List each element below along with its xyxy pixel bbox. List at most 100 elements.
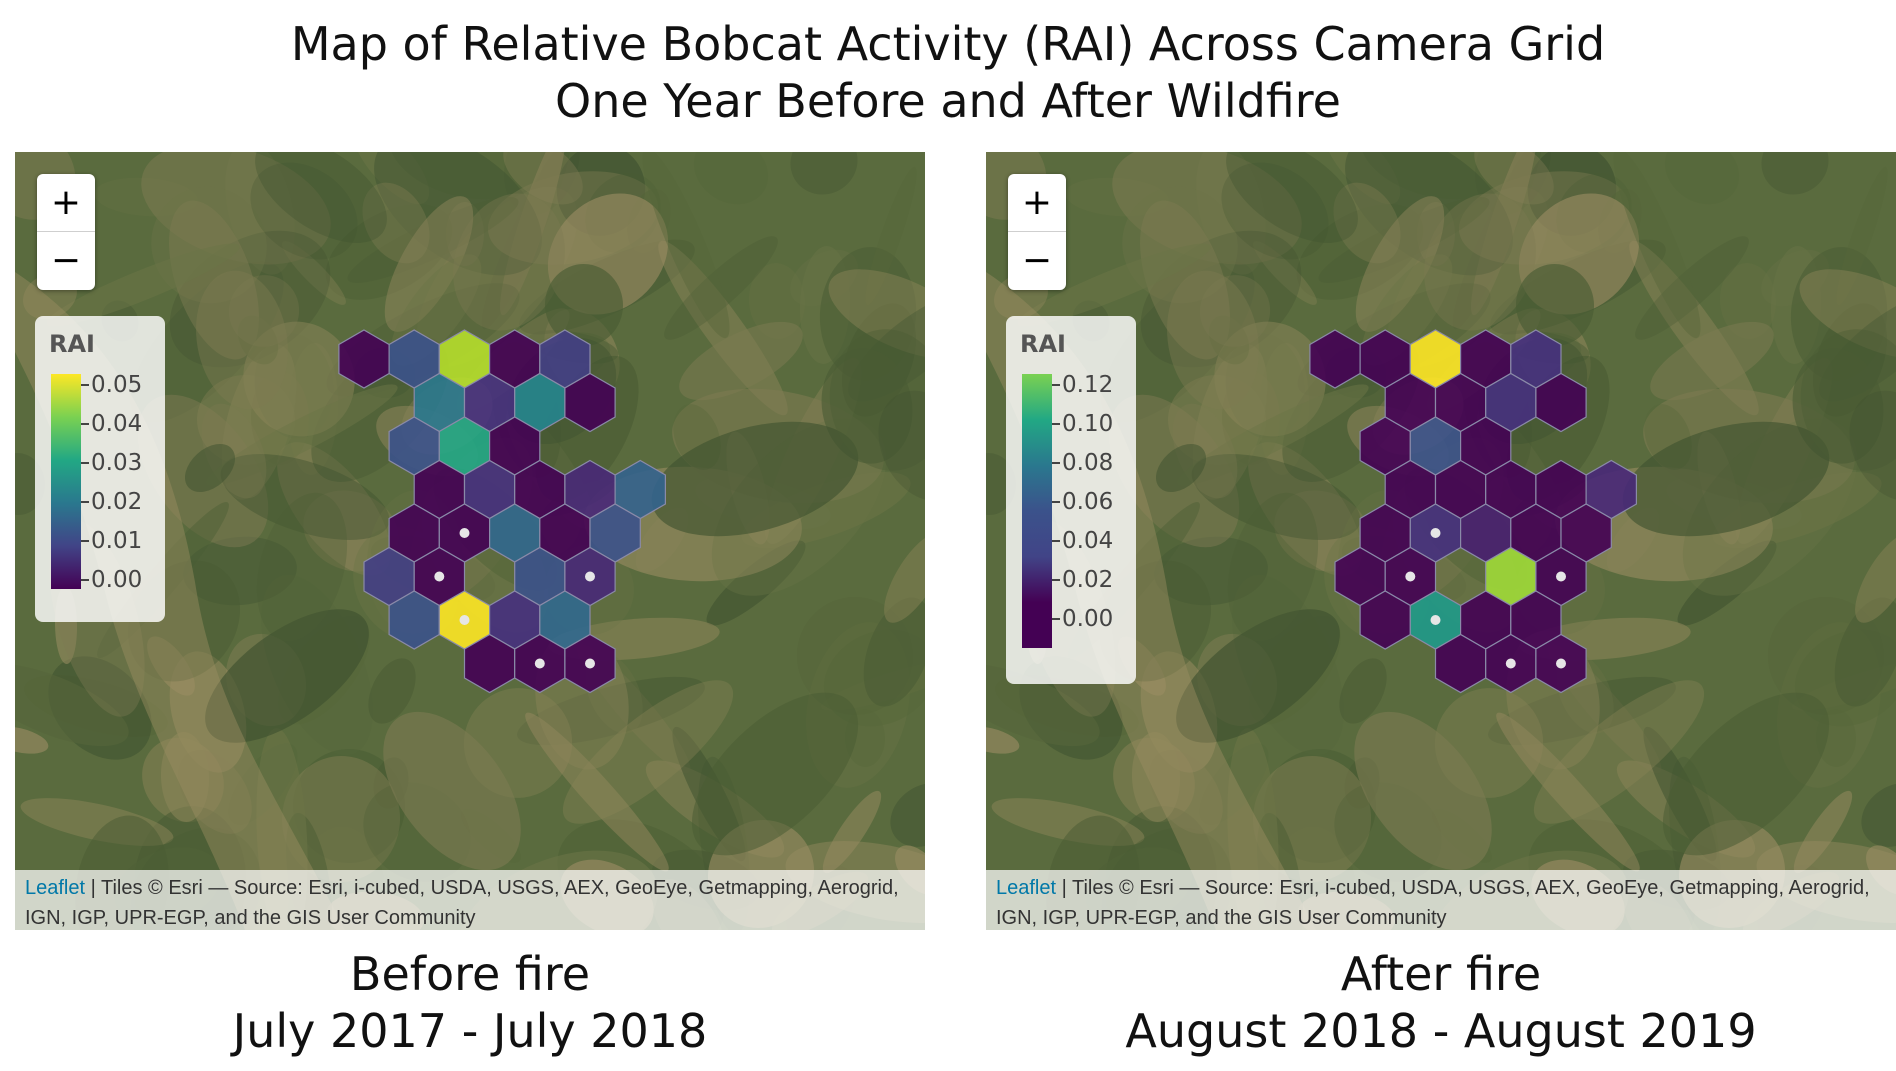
legend-tick-label: 0.03 bbox=[91, 450, 143, 476]
camera-marker[interactable] bbox=[1505, 658, 1516, 669]
terrain-patch bbox=[141, 152, 331, 265]
terrain-patch bbox=[184, 444, 236, 492]
terrain-patch bbox=[160, 732, 210, 822]
terrain-patch bbox=[1515, 264, 1595, 346]
camera-marker[interactable] bbox=[1430, 615, 1441, 625]
terrain-patch bbox=[1226, 152, 1358, 243]
terrain-patch bbox=[1017, 243, 1211, 327]
legend-title: RAI bbox=[1020, 330, 1066, 358]
terrain-patch bbox=[691, 692, 859, 856]
camera-marker[interactable] bbox=[585, 571, 595, 582]
terrain-patch bbox=[1622, 421, 1830, 537]
terrain-patch bbox=[15, 663, 129, 747]
terrain-patch bbox=[206, 384, 398, 486]
legend-tick-label: 0.10 bbox=[1062, 411, 1114, 437]
figure-title-line2: One Year Before and After Wildfire bbox=[555, 74, 1341, 128]
terrain-patch bbox=[1191, 454, 1361, 540]
zoom-control-before: + − bbox=[37, 174, 95, 290]
terrain-patch bbox=[178, 750, 252, 834]
terrain-patch bbox=[1154, 536, 1268, 606]
terrain-patch bbox=[325, 204, 453, 300]
terrain-patch bbox=[256, 492, 348, 642]
attribution-before: Leaflet | Tiles © Esri — Source: Esri, i… bbox=[15, 870, 925, 930]
terrain-patch bbox=[1318, 197, 1490, 283]
figure-title-line1: Map of Relative Bobcat Activity (RAI) Ac… bbox=[290, 17, 1606, 71]
legend-tick-mark bbox=[81, 579, 89, 581]
terrain-patch bbox=[693, 152, 769, 205]
camera-marker[interactable] bbox=[1430, 528, 1441, 538]
legend-tick-mark bbox=[81, 462, 89, 464]
map-panel-before[interactable]: + − RAI 0.05 0.04 0.03 0.02 0.01 0.00 Leaflet… bbox=[15, 152, 925, 930]
terrain-patch bbox=[1208, 315, 1250, 365]
legend-tick-label: 0.06 bbox=[1062, 489, 1114, 515]
attribution-text: | Tiles © Esri — Source: Esri, i-cubed, … bbox=[996, 877, 1870, 929]
terrain-patch bbox=[865, 166, 917, 306]
legend-after: RAI 0.12 0.10 0.08 0.06 0.04 0.02 0.00 bbox=[1006, 316, 1136, 684]
terrain-patch bbox=[1635, 236, 1749, 340]
legend-tick-label: 0.00 bbox=[91, 567, 143, 593]
camera-marker[interactable] bbox=[459, 528, 470, 538]
terrain-patch bbox=[525, 712, 669, 872]
hex-cell[interactable] bbox=[1535, 372, 1587, 433]
terrain-patch bbox=[706, 540, 806, 626]
terrain-patch bbox=[517, 676, 705, 746]
terrain-patch bbox=[1131, 732, 1181, 822]
terrain-patch bbox=[1471, 152, 1537, 316]
terrain-patch bbox=[1799, 269, 1896, 359]
terrain-patch bbox=[1662, 692, 1830, 856]
terrain-patch bbox=[986, 453, 1017, 515]
terrain-patch bbox=[1345, 152, 1513, 276]
terrain-patch bbox=[664, 236, 778, 340]
camera-marker[interactable] bbox=[1405, 571, 1416, 582]
terrain-patch bbox=[1167, 270, 1259, 410]
terrain-patch bbox=[503, 152, 583, 205]
legend-before: RAI 0.05 0.04 0.03 0.02 0.01 0.00 bbox=[35, 316, 165, 622]
terrain-patch bbox=[1790, 247, 1888, 381]
terrain-patch bbox=[1177, 384, 1369, 486]
terrain-patch bbox=[1719, 263, 1777, 339]
zoom-in-button[interactable]: + bbox=[1008, 174, 1066, 232]
terrain-patch bbox=[1424, 193, 1536, 331]
subtitle-before-line2: July 2017 - July 2018 bbox=[232, 1004, 708, 1058]
terrain-patch bbox=[1296, 204, 1424, 300]
terrain-patch bbox=[1176, 609, 1340, 743]
terrain-patch bbox=[205, 609, 369, 743]
terrain-patch bbox=[1834, 597, 1896, 707]
terrain-patch bbox=[562, 680, 734, 824]
terrain-patch bbox=[228, 275, 300, 347]
camera-marker[interactable] bbox=[585, 658, 595, 669]
camera-marker[interactable] bbox=[1556, 571, 1566, 582]
terrain-patch bbox=[1112, 152, 1302, 265]
terrain-patch bbox=[15, 453, 46, 515]
map-canvas-before[interactable] bbox=[15, 152, 925, 930]
terrain-patch bbox=[384, 196, 474, 332]
map-panel-after[interactable]: + − RAI 0.12 0.10 0.08 0.06 0.04 0.02 0.00 Lea… bbox=[986, 152, 1896, 930]
terrain-patch bbox=[196, 270, 288, 410]
terrain-patch bbox=[1855, 533, 1896, 623]
zoom-out-button[interactable]: − bbox=[50, 239, 82, 281]
camera-marker[interactable] bbox=[1556, 658, 1566, 669]
legend-tick-mark bbox=[1052, 501, 1060, 503]
leaflet-link[interactable]: Leaflet bbox=[996, 877, 1057, 899]
terrain-patch bbox=[277, 442, 391, 576]
hex-cell[interactable] bbox=[564, 372, 616, 433]
leaflet-link[interactable]: Leaflet bbox=[25, 877, 86, 899]
terrain-patch bbox=[147, 636, 195, 696]
terrain-patch bbox=[878, 390, 925, 502]
legend-tick-label: 0.00 bbox=[1062, 606, 1114, 632]
zoom-out-button[interactable]: − bbox=[1021, 239, 1053, 281]
camera-marker[interactable] bbox=[534, 658, 545, 669]
subtitle-after-line1: After fire bbox=[1340, 947, 1542, 1001]
terrain-patch bbox=[986, 726, 1020, 754]
terrain-patch bbox=[1221, 162, 1329, 260]
camera-marker[interactable] bbox=[459, 615, 470, 625]
terrain-patch bbox=[169, 200, 259, 360]
legend-tick-label: 0.08 bbox=[1062, 450, 1114, 476]
attribution-text: | Tiles © Esri — Source: Esri, i-cubed, … bbox=[25, 877, 899, 929]
terrain-patch bbox=[220, 454, 390, 540]
camera-marker[interactable] bbox=[434, 571, 445, 582]
legend-tick-mark bbox=[1052, 618, 1060, 620]
zoom-in-button[interactable]: + bbox=[37, 174, 95, 232]
terrain-patch bbox=[362, 182, 430, 264]
legend-tick-label: 0.02 bbox=[91, 489, 143, 515]
